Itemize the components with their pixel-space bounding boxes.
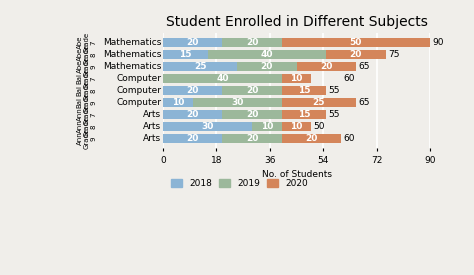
Text: 20: 20 xyxy=(186,110,199,119)
Text: Computer: Computer xyxy=(117,86,162,95)
Text: Mathematics: Mathematics xyxy=(103,38,162,47)
Text: 25: 25 xyxy=(312,98,325,107)
Text: Computer: Computer xyxy=(117,74,162,83)
Text: Abe
Grade
7: Abe Grade 7 xyxy=(77,32,97,53)
Text: 10: 10 xyxy=(290,74,303,83)
Text: 10: 10 xyxy=(290,122,303,131)
Bar xyxy=(163,98,192,107)
Bar xyxy=(237,62,297,71)
Text: 30: 30 xyxy=(231,98,243,107)
Bar xyxy=(326,50,385,59)
Text: 10: 10 xyxy=(172,98,184,107)
X-axis label: No. of Students: No. of Students xyxy=(262,170,331,179)
Text: Mathematics: Mathematics xyxy=(103,62,162,71)
Text: 55: 55 xyxy=(328,86,340,95)
Text: 15: 15 xyxy=(298,86,310,95)
Title: Student Enrolled in Different Subjects: Student Enrolled in Different Subjects xyxy=(165,15,428,29)
Text: 20: 20 xyxy=(305,134,318,143)
Bar xyxy=(163,62,237,71)
Text: 20: 20 xyxy=(350,50,362,59)
Text: Abe
Grade
8: Abe Grade 8 xyxy=(77,44,97,65)
Text: 40: 40 xyxy=(216,74,228,83)
Text: 40: 40 xyxy=(261,50,273,59)
Text: 15: 15 xyxy=(179,50,191,59)
Text: Abe
Grade
9: Abe Grade 9 xyxy=(77,56,97,77)
Text: 60: 60 xyxy=(343,134,355,143)
Text: Arts: Arts xyxy=(144,110,162,119)
Text: 20: 20 xyxy=(246,134,258,143)
Bar xyxy=(282,134,341,143)
Bar xyxy=(297,62,356,71)
Bar xyxy=(163,122,252,131)
Bar xyxy=(208,50,326,59)
Legend: 2018, 2019, 2020: 2018, 2019, 2020 xyxy=(167,176,312,192)
Bar xyxy=(192,98,282,107)
Text: 20: 20 xyxy=(320,62,332,71)
Text: Mathematics: Mathematics xyxy=(103,50,162,59)
Text: Arts: Arts xyxy=(144,122,162,131)
Bar xyxy=(163,110,222,119)
Bar xyxy=(282,74,311,83)
Bar xyxy=(252,122,282,131)
Bar xyxy=(163,134,222,143)
Bar xyxy=(222,134,282,143)
Text: Ann
Grade
9: Ann Grade 9 xyxy=(77,128,97,149)
Bar xyxy=(282,122,311,131)
Text: 20: 20 xyxy=(246,86,258,95)
Text: 20: 20 xyxy=(186,134,199,143)
Bar xyxy=(222,38,282,47)
Text: 55: 55 xyxy=(328,110,340,119)
Text: Bal
Grade
7: Bal Grade 7 xyxy=(77,68,97,89)
Bar xyxy=(282,86,326,95)
Bar xyxy=(163,74,282,83)
Text: 60: 60 xyxy=(343,74,355,83)
Text: Ann
Grade
8: Ann Grade 8 xyxy=(77,116,97,137)
Text: 90: 90 xyxy=(432,38,444,47)
Bar xyxy=(282,38,430,47)
Text: 30: 30 xyxy=(201,122,214,131)
Text: 20: 20 xyxy=(186,38,199,47)
Text: 50: 50 xyxy=(314,122,325,131)
Text: 15: 15 xyxy=(298,110,310,119)
Text: 65: 65 xyxy=(358,62,370,71)
Text: 20: 20 xyxy=(246,38,258,47)
Bar xyxy=(282,110,326,119)
Text: Bal
Grade
8: Bal Grade 8 xyxy=(77,80,97,101)
Text: Bal
Grade
9: Bal Grade 9 xyxy=(77,92,97,113)
Bar xyxy=(163,38,222,47)
Text: 20: 20 xyxy=(261,62,273,71)
Text: Computer: Computer xyxy=(117,98,162,107)
Text: 25: 25 xyxy=(194,62,206,71)
Text: 50: 50 xyxy=(350,38,362,47)
Text: 65: 65 xyxy=(358,98,370,107)
Text: 75: 75 xyxy=(388,50,400,59)
Bar xyxy=(163,50,208,59)
Text: Arts: Arts xyxy=(144,134,162,143)
Text: Ann
Grade
7: Ann Grade 7 xyxy=(77,104,97,125)
Bar xyxy=(222,110,282,119)
Text: 20: 20 xyxy=(186,86,199,95)
Bar xyxy=(282,98,356,107)
Text: 10: 10 xyxy=(261,122,273,131)
Text: 20: 20 xyxy=(246,110,258,119)
Bar xyxy=(163,86,222,95)
Bar xyxy=(222,86,282,95)
